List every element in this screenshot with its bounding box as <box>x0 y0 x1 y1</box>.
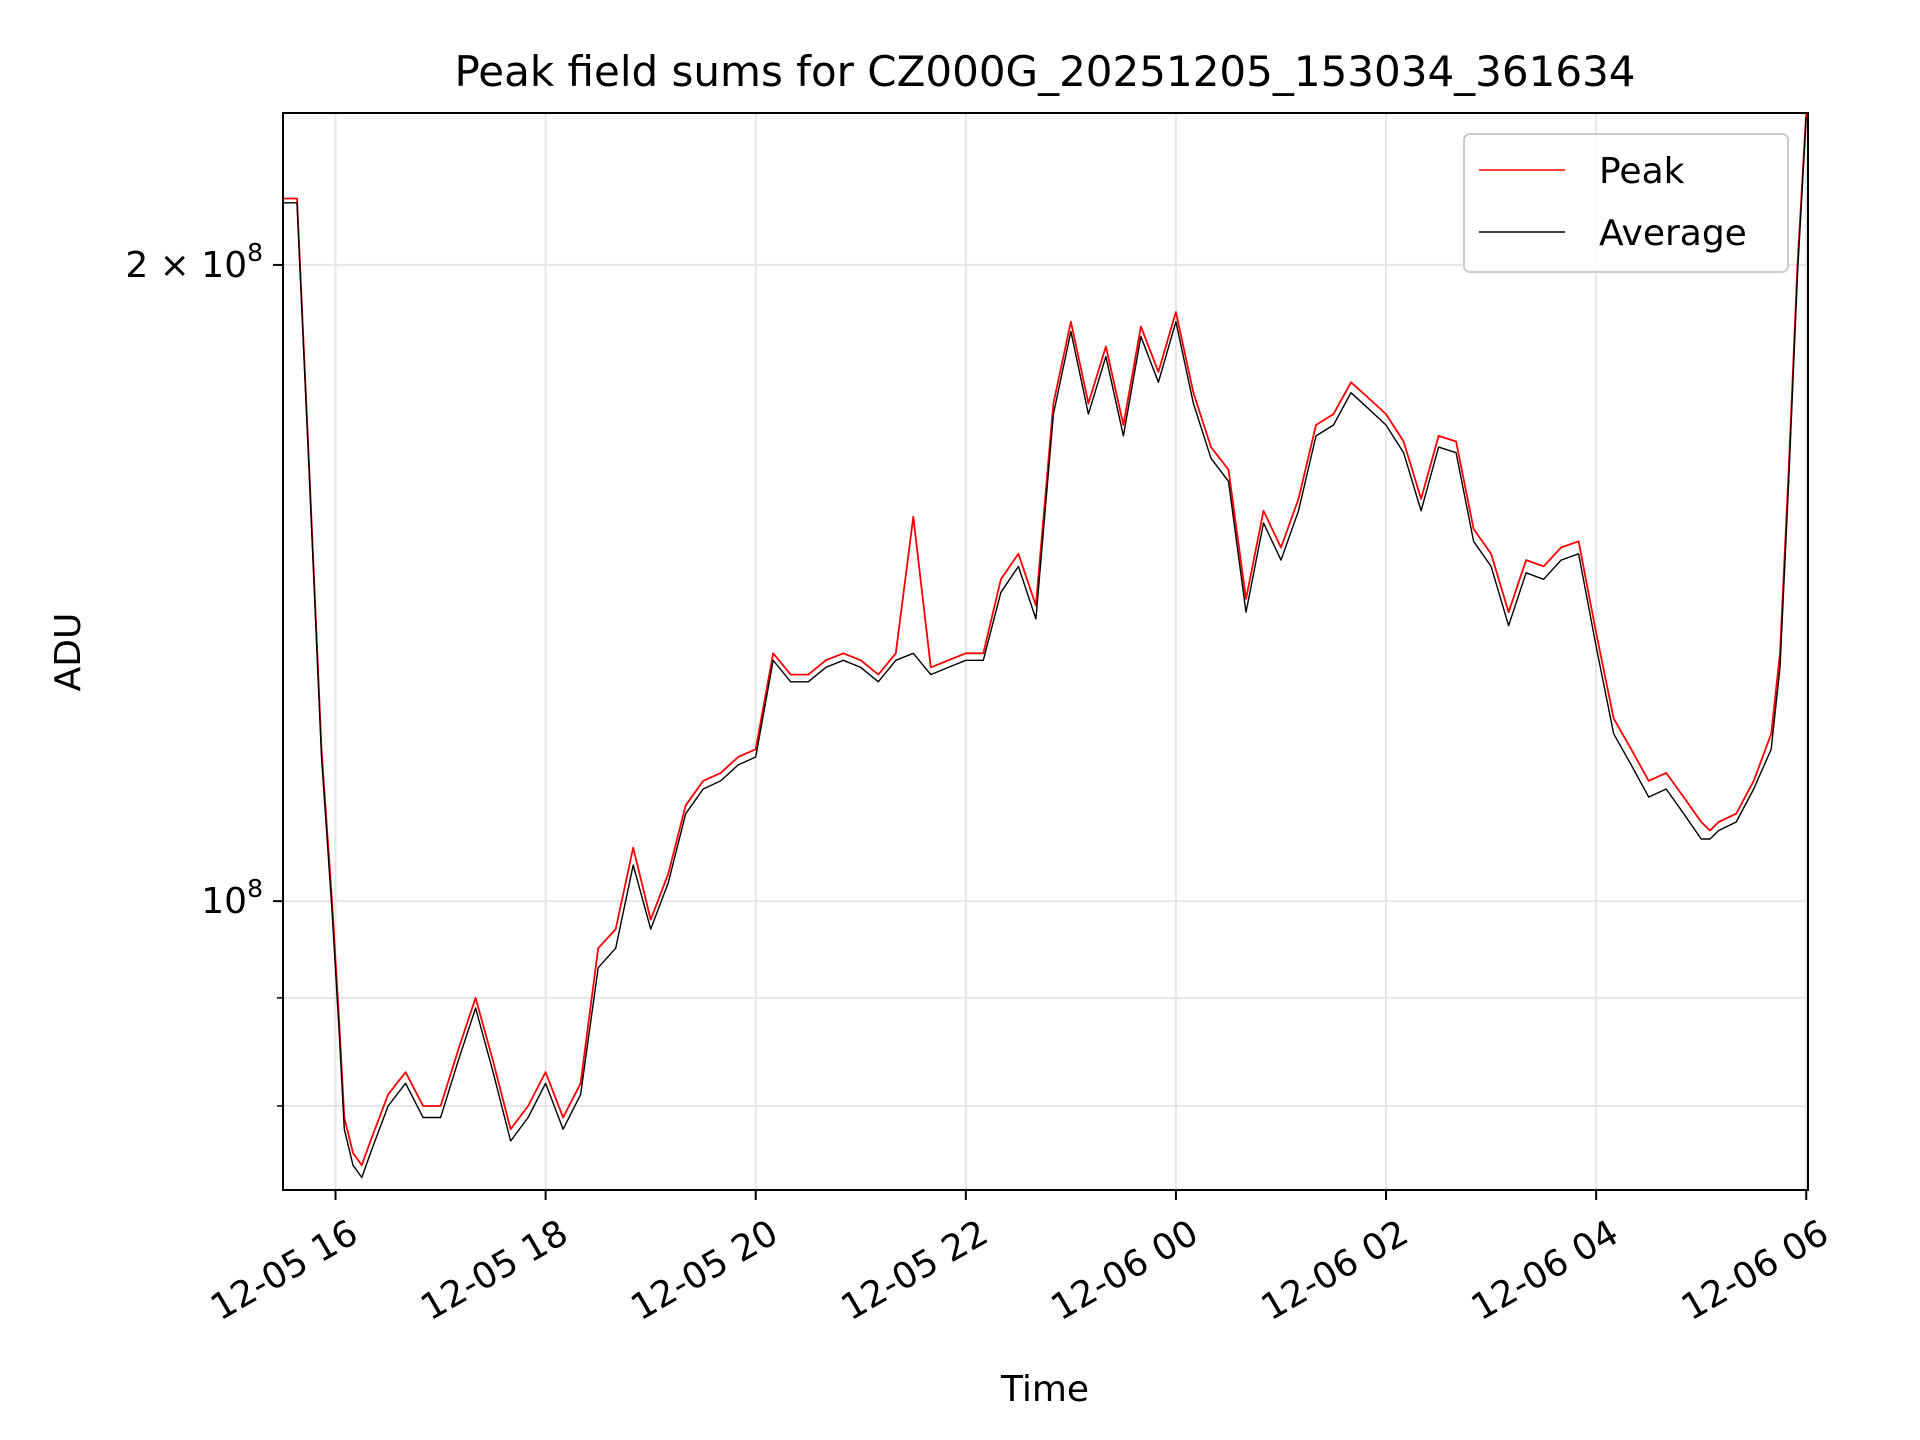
y-axis-label: ADU <box>48 613 89 692</box>
legend-label-peak: Peak <box>1599 151 1685 192</box>
y-tick-label: 108 <box>201 874 263 922</box>
series-layer <box>283 112 1808 1179</box>
legend: Peak Average <box>1463 133 1789 273</box>
y-axis-ticks: 108 2 × 108 <box>125 238 283 1107</box>
series-line-peak <box>283 112 1808 1167</box>
legend-label-average: Average <box>1599 213 1747 254</box>
legend-box <box>1463 133 1789 273</box>
y-tick-label: 2 × 108 <box>125 238 263 286</box>
chart-title: Peak field sums for CZ000G_20251205_1530… <box>454 47 1635 96</box>
x-axis-label: Time <box>1000 1369 1089 1410</box>
series-line-average <box>283 116 1807 1179</box>
plot-area-frame <box>282 112 1809 1191</box>
